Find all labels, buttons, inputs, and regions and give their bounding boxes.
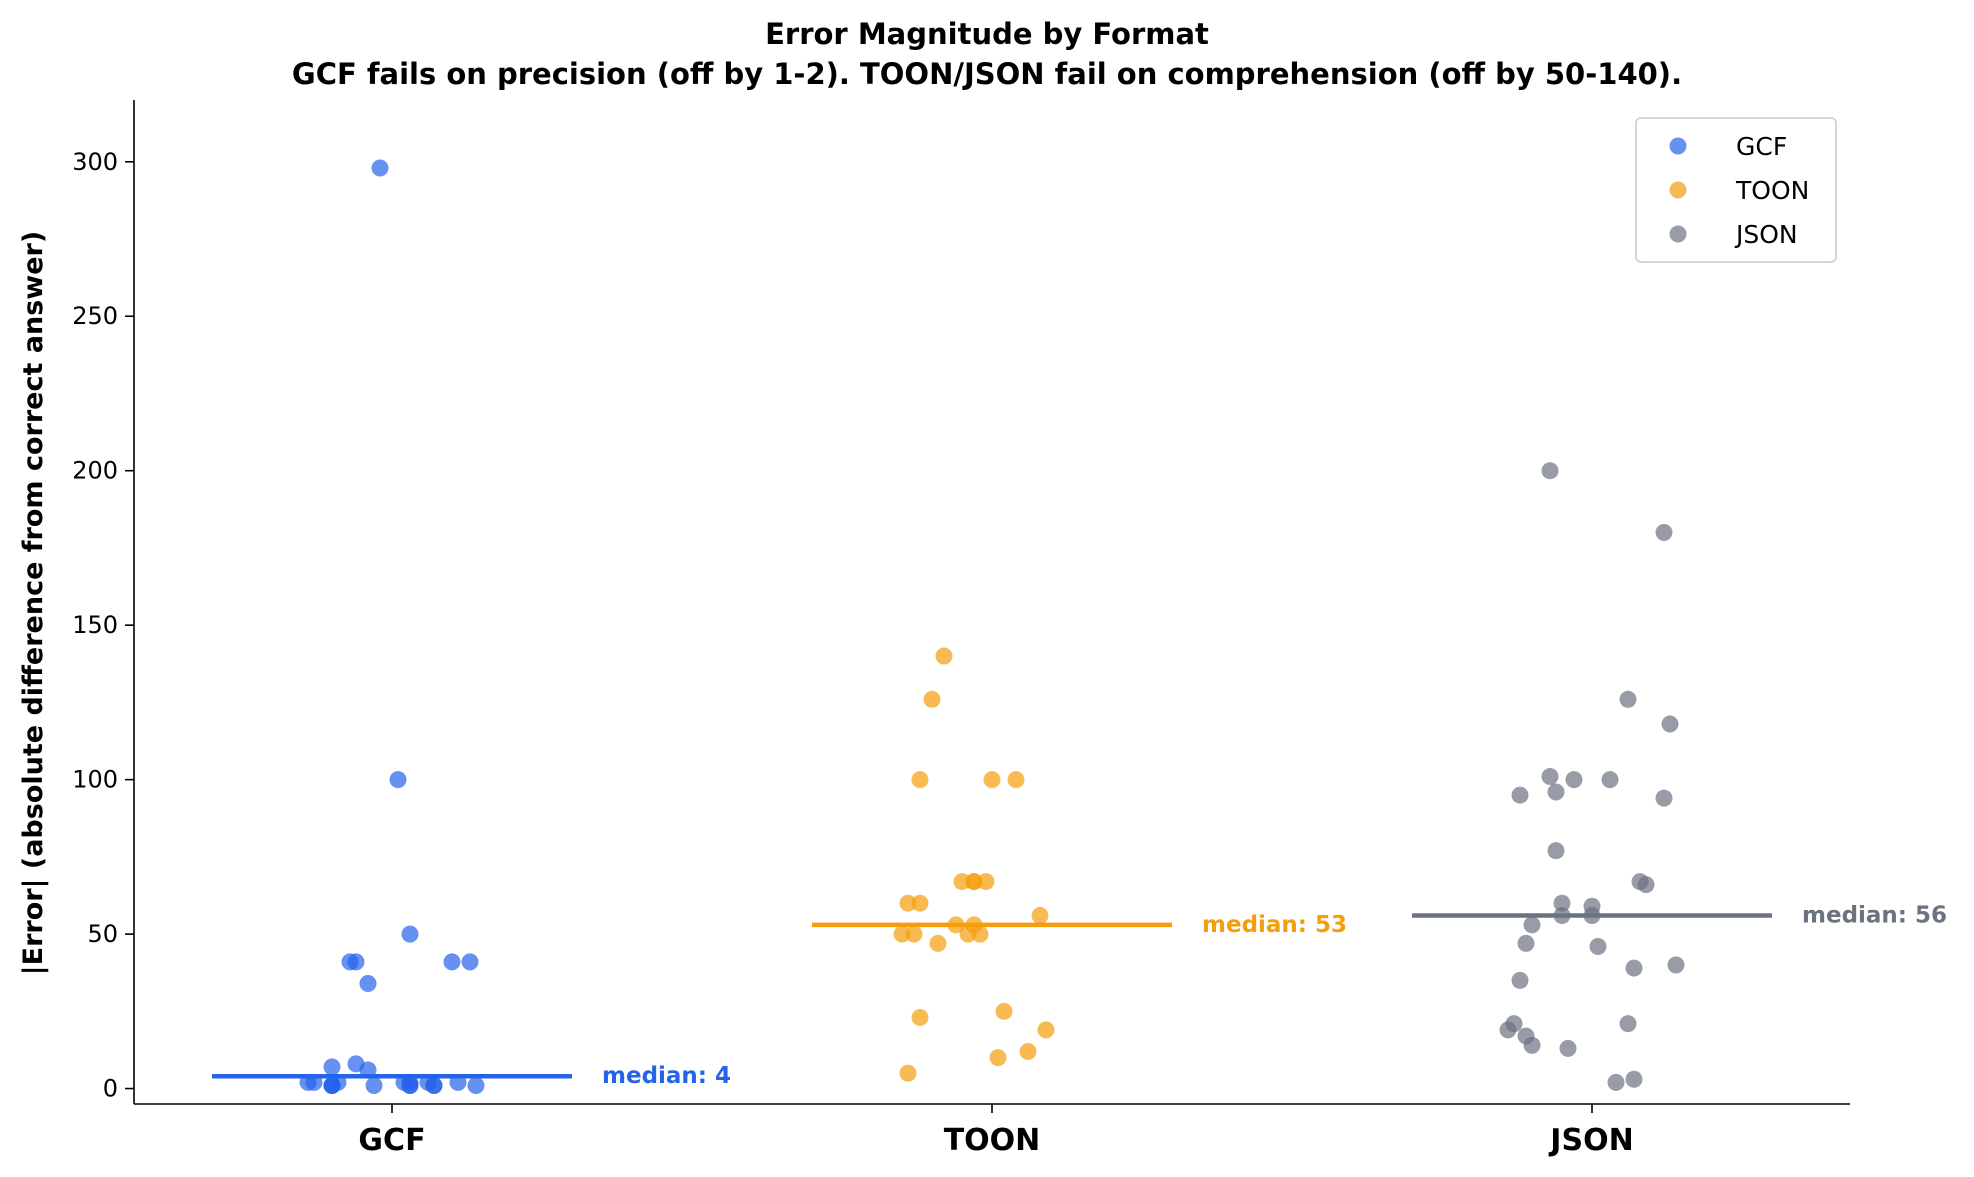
data-point	[893, 925, 911, 943]
data-point	[1523, 1036, 1541, 1054]
median-label: median: 53	[1202, 912, 1347, 938]
y-tick-label: 50	[87, 920, 118, 948]
data-point	[1619, 1015, 1637, 1033]
data-point	[1619, 690, 1637, 708]
data-point	[1547, 783, 1565, 801]
data-point	[1511, 786, 1529, 804]
data-point	[1553, 894, 1571, 912]
data-point	[1625, 1070, 1643, 1088]
data-point	[1625, 959, 1643, 977]
data-point	[1541, 462, 1559, 480]
y-tick-label: 150	[72, 611, 118, 639]
legend-box	[1635, 117, 1837, 263]
data-point	[1037, 1021, 1055, 1039]
legend-marker	[1669, 225, 1687, 243]
data-point	[965, 873, 983, 891]
data-point	[1607, 1073, 1625, 1091]
legend-label: TOON	[1735, 176, 1809, 205]
data-point	[983, 771, 1001, 789]
legend: GCF TOON JSON	[1635, 117, 1837, 263]
data-point	[905, 925, 923, 943]
data-point	[467, 1076, 485, 1094]
data-point	[1655, 789, 1673, 807]
data-point	[401, 1076, 419, 1094]
data-point	[1505, 1015, 1523, 1033]
data-point	[1655, 523, 1673, 541]
data-point	[1667, 956, 1685, 974]
median-label: median: 4	[602, 1063, 731, 1089]
data-point	[1661, 715, 1679, 733]
data-point	[929, 934, 947, 952]
legend-marker	[1669, 181, 1687, 199]
data-point	[1031, 907, 1049, 925]
data-point	[359, 975, 377, 993]
data-point	[323, 1058, 341, 1076]
y-tick-label: 100	[72, 766, 118, 794]
plot-area: 0 50 100 150 200 250 300 GCF TOON JSON median: 4 me…	[72, 100, 1947, 1158]
y-tick-label: 300	[72, 148, 118, 176]
data-point	[1565, 771, 1583, 789]
data-point	[977, 873, 995, 891]
data-point	[899, 894, 917, 912]
y-tick-label: 0	[103, 1075, 118, 1103]
data-point	[899, 1064, 917, 1082]
y-tick-label: 250	[72, 302, 118, 330]
data-point	[911, 1009, 929, 1027]
legend-marker	[1669, 137, 1687, 155]
x-tick-label: TOON	[944, 1123, 1041, 1158]
data-point	[923, 690, 941, 708]
data-point	[1589, 937, 1607, 955]
legend-label: GCF	[1736, 132, 1787, 161]
data-point	[425, 1076, 443, 1094]
data-point	[389, 771, 407, 789]
data-point	[371, 159, 389, 177]
y-axis-label: |Error| (absolute difference from correc…	[18, 231, 49, 975]
data-point	[1559, 1039, 1577, 1057]
data-point	[461, 953, 479, 971]
data-point	[911, 771, 929, 789]
data-point	[1019, 1042, 1037, 1060]
data-point	[1637, 876, 1655, 894]
series-toon: median: 53	[812, 647, 1347, 1082]
series-gcf: median: 4	[212, 159, 731, 1094]
data-point	[995, 1002, 1013, 1020]
data-point	[443, 953, 461, 971]
data-point	[323, 1076, 341, 1094]
median-label: median: 56	[1802, 903, 1947, 929]
y-tick-label: 200	[72, 457, 118, 485]
data-point	[989, 1049, 1007, 1067]
series-json: median: 56	[1412, 462, 1947, 1091]
data-point	[1007, 771, 1025, 789]
data-point	[365, 1076, 383, 1094]
data-point	[935, 647, 953, 665]
data-point	[347, 953, 365, 971]
data-point	[1523, 916, 1541, 934]
x-tick-label: JSON	[1548, 1123, 1633, 1158]
data-point	[971, 925, 989, 943]
chart-title: Error Magnitude by Format	[765, 17, 1209, 51]
data-point	[1541, 768, 1559, 786]
data-point	[911, 894, 929, 912]
data-point	[1547, 842, 1565, 860]
legend-label: JSON	[1734, 220, 1798, 249]
data-point	[953, 873, 971, 891]
data-point	[1517, 934, 1535, 952]
data-point	[1601, 771, 1619, 789]
x-tick-label: GCF	[358, 1123, 425, 1158]
data-point	[401, 925, 419, 943]
chart-subtitle: GCF fails on precision (off by 1-2). TOO…	[292, 57, 1682, 91]
data-point	[1511, 971, 1529, 989]
